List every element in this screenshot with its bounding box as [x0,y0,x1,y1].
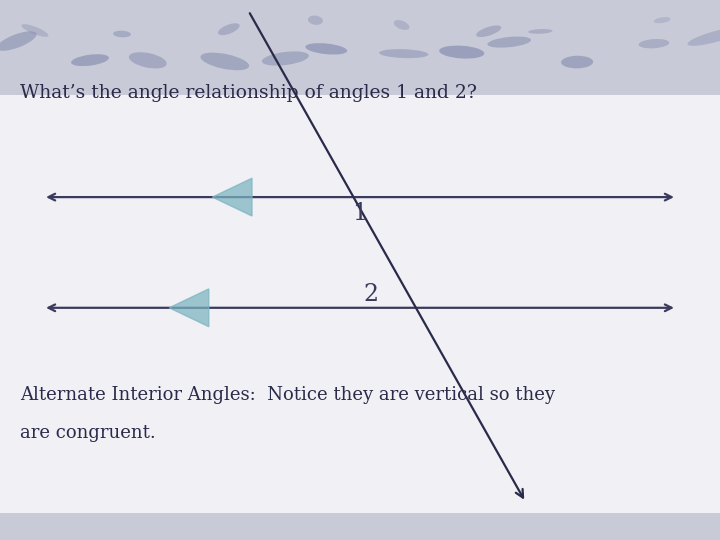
Ellipse shape [308,16,323,25]
Ellipse shape [305,43,347,55]
Ellipse shape [218,23,240,35]
Ellipse shape [561,56,593,69]
Bar [0,0,720,94]
Ellipse shape [71,54,109,66]
Ellipse shape [654,17,670,23]
Polygon shape [169,289,209,327]
Ellipse shape [528,29,552,34]
Bar [0,513,720,540]
Ellipse shape [487,37,531,48]
Text: are congruent.: are congruent. [20,424,156,442]
Ellipse shape [113,31,131,37]
Ellipse shape [688,28,720,46]
Ellipse shape [379,49,428,58]
Ellipse shape [129,52,167,69]
Ellipse shape [22,24,48,37]
Ellipse shape [0,31,37,51]
Ellipse shape [476,25,501,37]
Ellipse shape [200,52,249,70]
Ellipse shape [394,20,410,30]
Ellipse shape [262,51,309,66]
Text: 2: 2 [363,283,379,306]
Ellipse shape [639,39,669,49]
Text: What’s the angle relationship of angles 1 and 2?: What’s the angle relationship of angles … [20,84,477,102]
Polygon shape [212,178,252,216]
Text: 1: 1 [352,202,368,225]
Text: Alternate Interior Angles:  Notice they are vertical so they: Alternate Interior Angles: Notice they a… [20,386,555,404]
Ellipse shape [439,45,485,59]
